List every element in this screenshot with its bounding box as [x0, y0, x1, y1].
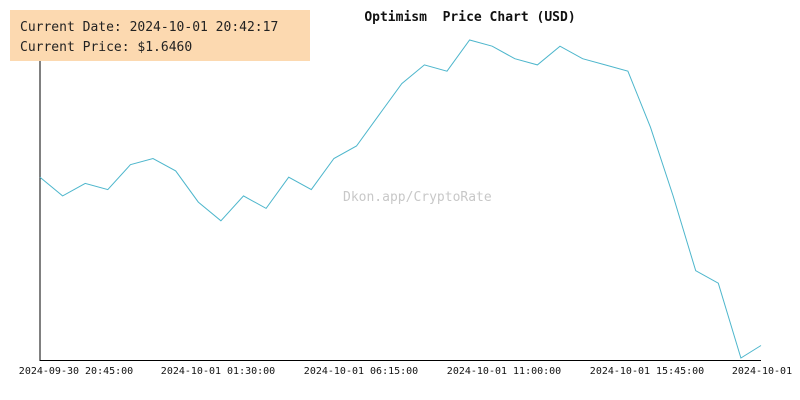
x-tick-label: 2024-10-01 01:30:00: [160, 366, 276, 377]
x-tick-label: 2024-10-01 15:45:00: [589, 366, 705, 377]
current-date-row: Current Date: 2024-10-01 20:42:17: [20, 18, 300, 38]
current-info-box: Current Date: 2024-10-01 20:42:17 Curren…: [10, 10, 310, 61]
x-tick-label: 2024-10-01 06:15:00: [303, 366, 419, 377]
x-tick-label: 2024-10-01: [731, 366, 793, 377]
current-date-label: Current Date:: [20, 20, 122, 35]
x-tick-label: 2024-09-30 20:45:00: [18, 366, 134, 377]
current-price-value: $1.6460: [137, 40, 193, 55]
current-date-value: 2024-10-01 20:42:17: [129, 20, 279, 35]
x-tick-label: 2024-10-01 11:00:00: [446, 366, 562, 377]
current-price-row: Current Price: $1.6460: [20, 38, 300, 58]
current-price-label: Current Price:: [20, 40, 130, 55]
price-series-line: [39, 39, 762, 359]
chart-title: Optimism Price Chart (USD): [364, 10, 576, 25]
watermark: Dkon.app/CryptoRate: [343, 190, 492, 205]
